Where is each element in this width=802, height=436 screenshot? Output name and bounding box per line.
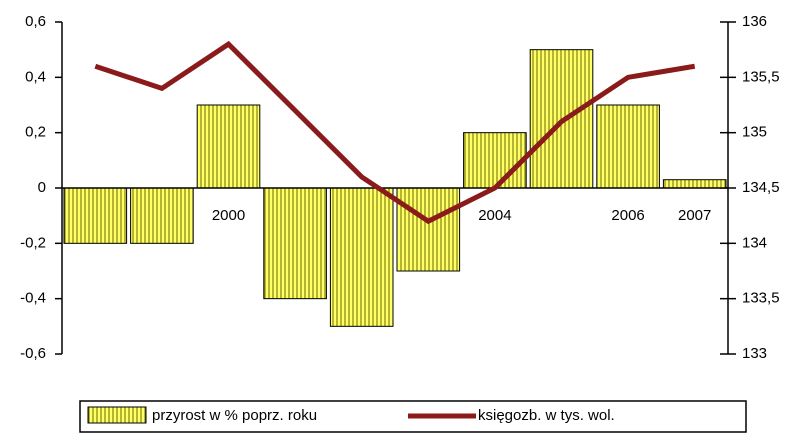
x-tick-label: 2004 xyxy=(478,207,511,224)
y2-tick-label: 133 xyxy=(742,345,767,362)
y-tick-label: 0,4 xyxy=(25,68,46,85)
y-tick-label: -0,6 xyxy=(20,345,46,362)
bar xyxy=(463,132,527,189)
bar xyxy=(63,187,128,244)
y-tick-label: 0,2 xyxy=(25,124,46,141)
y2-tick-label: 135 xyxy=(742,124,767,141)
y-tick-label: -0,4 xyxy=(20,290,46,307)
bar xyxy=(329,187,394,327)
bar xyxy=(596,104,660,189)
y2-tick-label: 134,5 xyxy=(742,179,780,196)
x-tick-label: 2006 xyxy=(611,207,644,224)
y-tick-label: 0 xyxy=(38,179,46,196)
bar xyxy=(196,104,261,189)
y2-tick-label: 133,5 xyxy=(742,290,780,307)
bar xyxy=(662,179,727,189)
legend-label: księgozb. w tys. wol. xyxy=(478,407,615,424)
legend-label: przyrost w % poprz. roku xyxy=(152,407,317,424)
bar xyxy=(396,187,461,272)
bar xyxy=(130,187,194,244)
y2-tick-label: 136 xyxy=(742,13,767,30)
line xyxy=(94,40,696,225)
bar xyxy=(263,187,327,300)
y2-tick-label: 135,5 xyxy=(742,68,780,85)
legend-swatch xyxy=(87,406,147,424)
y-tick-label: 0,6 xyxy=(25,13,46,30)
y-tick-label: -0,2 xyxy=(20,234,46,251)
x-tick-label: 2007 xyxy=(678,207,711,224)
x-tick-label: 2000 xyxy=(212,207,245,224)
y2-tick-label: 134 xyxy=(742,234,767,251)
